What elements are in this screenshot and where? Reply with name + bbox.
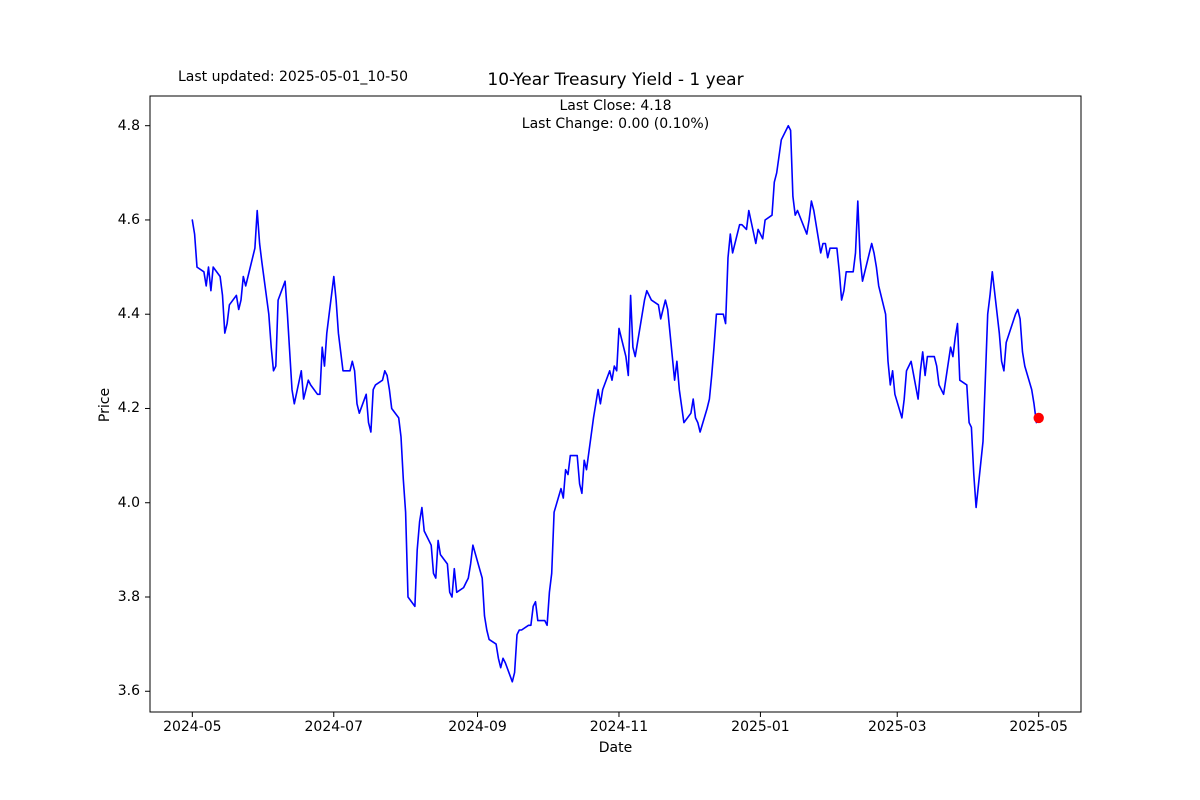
last-price-marker	[1033, 412, 1044, 424]
last-close-annotation: Last Close: 4.18	[559, 98, 672, 114]
chart-title: 10-Year Treasury Yield - 1 year	[487, 70, 744, 90]
y-tick-label: 4.2	[117, 400, 140, 417]
y-tick-label: 4.4	[117, 306, 140, 323]
y-tick-label: 4.8	[117, 117, 140, 134]
last-updated-label: Last updated: 2025-05-01_10-50	[178, 69, 409, 85]
x-tick-label: 2024-11	[589, 719, 649, 735]
x-tick-label: 2024-05	[163, 719, 222, 735]
x-axis-label: Date	[598, 740, 633, 756]
y-tick-label: 4.0	[117, 494, 140, 511]
x-tick-label: 2025-05	[1009, 719, 1068, 735]
x-tick-label: 2024-07	[304, 719, 364, 735]
y-tick-label: 3.6	[117, 683, 140, 700]
plot-border	[149, 95, 1082, 713]
x-tick-label: 2025-03	[867, 719, 927, 735]
y-axis-label: Price	[97, 387, 113, 423]
yield-line	[191, 124, 1040, 683]
x-tick-label: 2024-09	[448, 719, 507, 735]
x-tick-label: 2025-01	[731, 719, 790, 735]
y-tick-label: 4.6	[117, 211, 140, 228]
y-tick-label: 3.8	[117, 589, 140, 605]
last-change-annotation: Last Change: 0.00 (0.10%)	[521, 116, 710, 132]
